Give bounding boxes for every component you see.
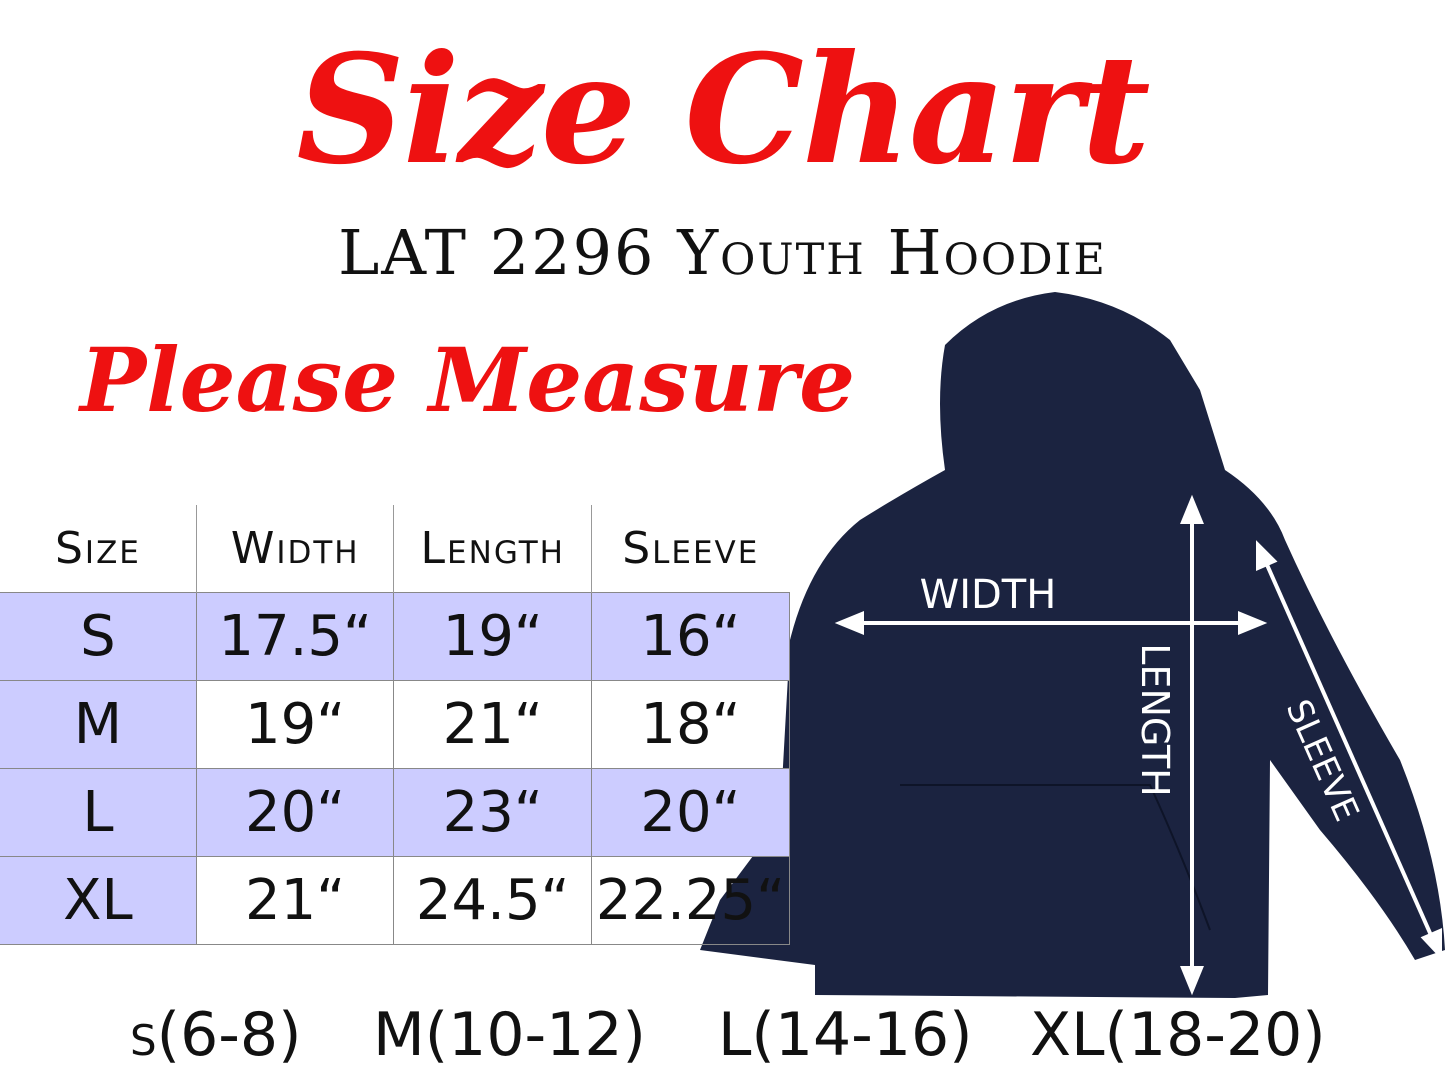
width-cell: 21“ xyxy=(195,856,395,945)
hoodie-body xyxy=(700,292,1445,998)
age-range-l: L(14-16) xyxy=(718,1000,973,1070)
age-range-xl: XL(18-20) xyxy=(1030,1000,1326,1070)
length-label: LENGTH xyxy=(1133,643,1177,796)
sleeve-cell: 22.25“ xyxy=(591,856,790,945)
length-cell: 24.5“ xyxy=(393,856,593,945)
age-range-s: s(6-8) xyxy=(130,1000,302,1070)
table-row: M 19“ 21“ 18“ xyxy=(0,680,790,769)
size-cell: XL xyxy=(0,856,197,945)
sleeve-cell: 16“ xyxy=(591,592,790,681)
header-sleeve: Sleeve xyxy=(591,505,790,593)
table-row: L 20“ 23“ 20“ xyxy=(0,768,790,857)
length-arrow xyxy=(1180,494,1204,996)
header-width: Width xyxy=(195,505,394,593)
size-table: Size Width Length Sleeve S 17.5“ 19“ 16“… xyxy=(0,505,790,945)
length-cell: 19“ xyxy=(393,592,593,681)
size-cell: L xyxy=(0,768,197,857)
sleeve-arrow xyxy=(1256,540,1442,961)
age-range-m: M(10-12) xyxy=(373,1000,646,1070)
width-cell: 17.5“ xyxy=(195,592,395,681)
header-size: Size xyxy=(55,523,141,574)
table-row: XL 21“ 24.5“ 22.25“ xyxy=(0,856,790,945)
measure-heading: Please Measure xyxy=(80,328,856,432)
table-row: S 17.5“ 19“ 16“ xyxy=(0,592,790,681)
length-cell: 21“ xyxy=(393,680,593,769)
width-label: WIDTH xyxy=(920,572,1057,618)
table-header-row: Size Width Length Sleeve xyxy=(0,505,790,593)
length-cell: 23“ xyxy=(393,768,593,857)
sleeve-cell: 20“ xyxy=(591,768,790,857)
width-arrow xyxy=(834,611,1268,635)
age-ranges: s(6-8) M(10-12) L(14-16) XL(18-20) xyxy=(0,1000,1445,1080)
page-title: Size Chart xyxy=(296,22,1150,198)
sleeve-cell: 18“ xyxy=(591,680,790,769)
size-cell: S xyxy=(0,592,197,681)
size-cell: M xyxy=(0,680,197,769)
width-cell: 20“ xyxy=(195,768,395,857)
header-length: Length xyxy=(393,505,592,593)
product-subtitle: LAT 2296 Youth Hoodie xyxy=(338,216,1107,289)
width-cell: 19“ xyxy=(195,680,395,769)
